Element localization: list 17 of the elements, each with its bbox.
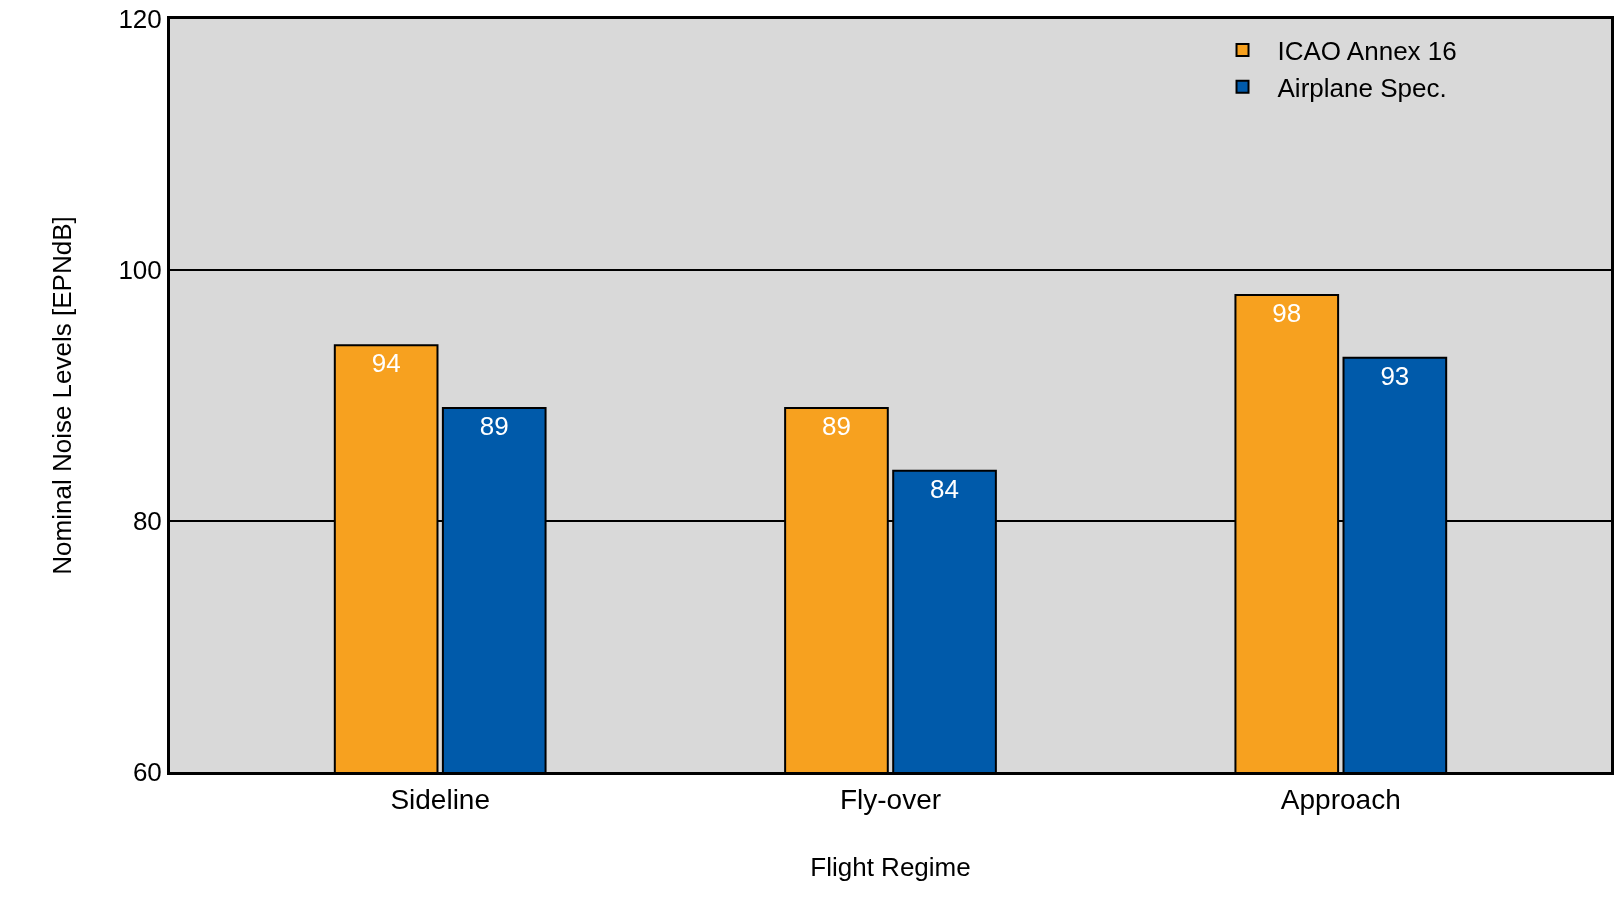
- x-tick-label: Sideline: [390, 783, 491, 815]
- legend-label: ICAO Annex 16: [1277, 36, 1457, 67]
- data-label: 89: [479, 411, 509, 442]
- y-tick-label: 100: [118, 255, 162, 286]
- data-label: 84: [930, 473, 959, 504]
- data-label: 89: [822, 411, 851, 442]
- x-axis-title: Flight Regime: [810, 852, 971, 883]
- y-axis-title: Nominal Noise Levels [EPNdB]: [46, 216, 77, 575]
- x-tick-label: Fly-over: [839, 783, 942, 815]
- legend-label: Airplane Spec.: [1277, 72, 1447, 103]
- data-label: 98: [1272, 298, 1302, 329]
- y-tick-label: 60: [132, 757, 162, 788]
- data-label: 93: [1380, 360, 1410, 391]
- x-tick-label: Approach: [1280, 783, 1401, 815]
- y-tick-label: 80: [132, 506, 162, 537]
- y-tick-label: 120: [118, 4, 162, 35]
- data-label: 94: [371, 348, 401, 379]
